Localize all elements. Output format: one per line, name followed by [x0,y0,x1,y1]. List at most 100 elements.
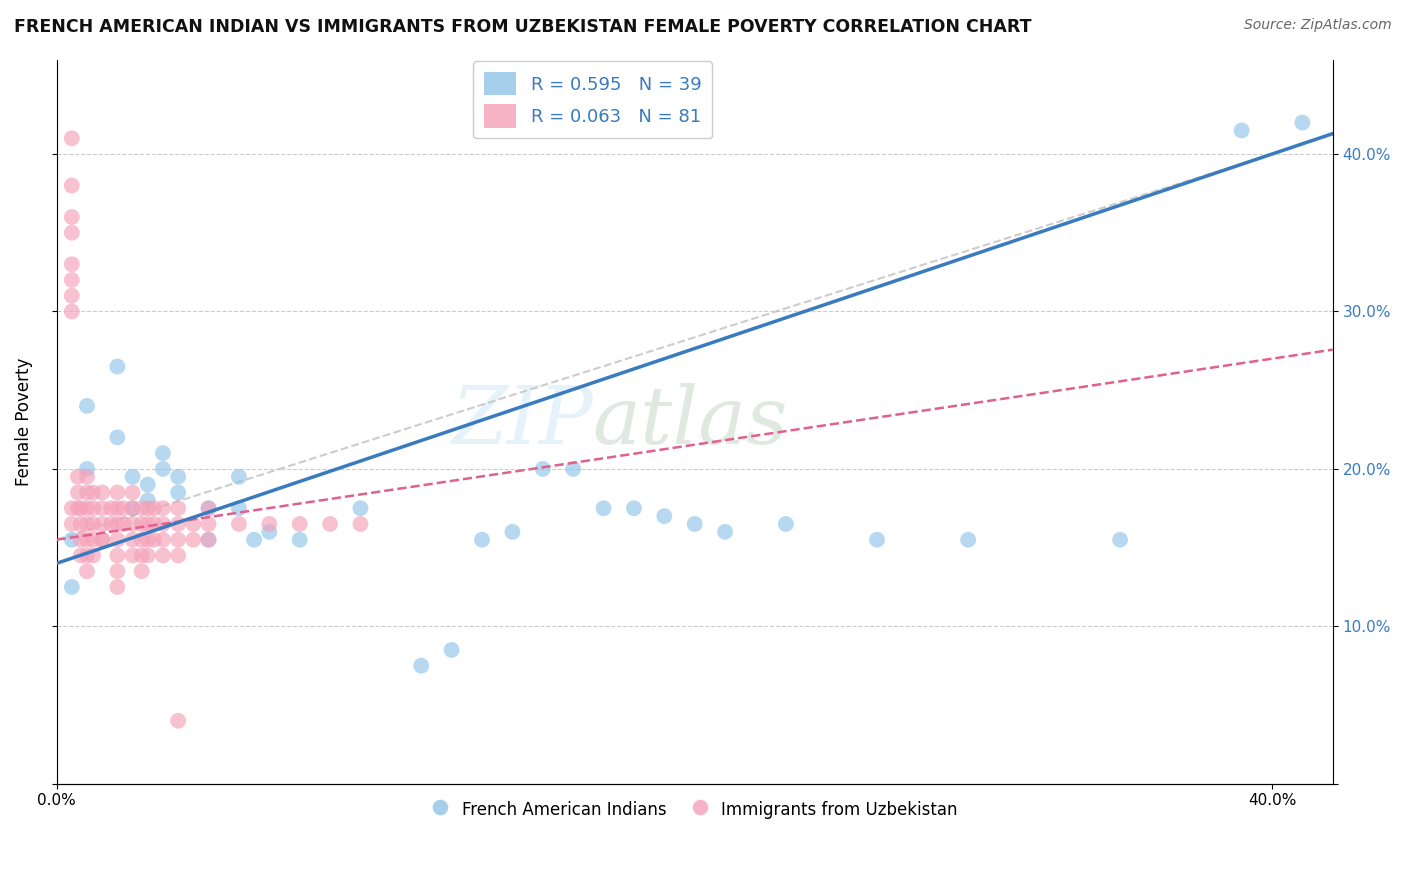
Point [197,501,219,516]
Point [76,399,98,413]
Point [76,501,98,516]
Point [60,580,83,594]
Point [91,533,114,547]
Point [652,509,675,524]
Point [60,131,83,145]
Point [131,533,153,547]
Point [228,516,250,531]
Point [121,501,143,516]
Point [131,501,153,516]
Point [76,462,98,476]
Point [121,533,143,547]
Point [167,549,190,563]
Point [91,501,114,516]
Legend: French American Indians, Immigrants from Uzbekistan: French American Indians, Immigrants from… [425,792,965,826]
Point [82,549,104,563]
Point [197,533,219,547]
Point [136,477,159,491]
Point [82,501,104,516]
Point [76,564,98,578]
Point [152,516,174,531]
Point [100,501,122,516]
Point [60,533,83,547]
Point [76,469,98,483]
Point [957,533,980,547]
Point [228,469,250,483]
Point [259,516,281,531]
Point [131,564,153,578]
Point [76,549,98,563]
Point [183,533,205,547]
Point [167,516,190,531]
Point [70,501,93,516]
Point [152,446,174,460]
Text: atlas: atlas [592,383,787,460]
Point [66,469,89,483]
Point [112,516,135,531]
Point [60,501,83,516]
Point [60,304,83,318]
Point [1230,123,1253,137]
Point [136,493,159,508]
Point [121,549,143,563]
Point [167,469,190,483]
Point [714,524,737,539]
Point [197,516,219,531]
Point [131,516,153,531]
Point [152,501,174,516]
Point [775,516,797,531]
Point [152,462,174,476]
Point [66,501,89,516]
Point [60,516,83,531]
Point [76,516,98,531]
Point [121,485,143,500]
Point [82,485,104,500]
Point [136,533,159,547]
Point [349,501,371,516]
Point [228,501,250,516]
Point [683,516,706,531]
Point [60,289,83,303]
Point [349,516,371,531]
Point [152,533,174,547]
Text: FRENCH AMERICAN INDIAN VS IMMIGRANTS FROM UZBEKISTAN FEMALE POVERTY CORRELATION : FRENCH AMERICAN INDIAN VS IMMIGRANTS FRO… [14,18,1032,36]
Point [167,714,190,728]
Point [259,524,281,539]
Point [197,501,219,516]
Point [105,580,128,594]
Point [288,516,311,531]
Point [167,485,190,500]
Point [1291,115,1313,129]
Point [142,533,165,547]
Point [91,516,114,531]
Text: Source: ZipAtlas.com: Source: ZipAtlas.com [1244,18,1392,32]
Y-axis label: Female Poverty: Female Poverty [15,358,32,486]
Point [136,516,159,531]
Point [100,516,122,531]
Point [592,501,614,516]
Point [105,501,128,516]
Point [1109,533,1132,547]
Point [112,501,135,516]
Point [82,516,104,531]
Point [440,643,463,657]
Text: ZIP: ZIP [451,383,592,460]
Point [319,516,342,531]
Point [60,226,83,240]
Point [82,533,104,547]
Point [411,658,433,673]
Point [131,549,153,563]
Point [60,210,83,224]
Point [142,501,165,516]
Point [105,430,128,444]
Point [136,549,159,563]
Point [121,501,143,516]
Point [866,533,889,547]
Point [105,485,128,500]
Point [91,533,114,547]
Point [121,516,143,531]
Point [70,533,93,547]
Point [105,549,128,563]
Point [136,501,159,516]
Point [142,516,165,531]
